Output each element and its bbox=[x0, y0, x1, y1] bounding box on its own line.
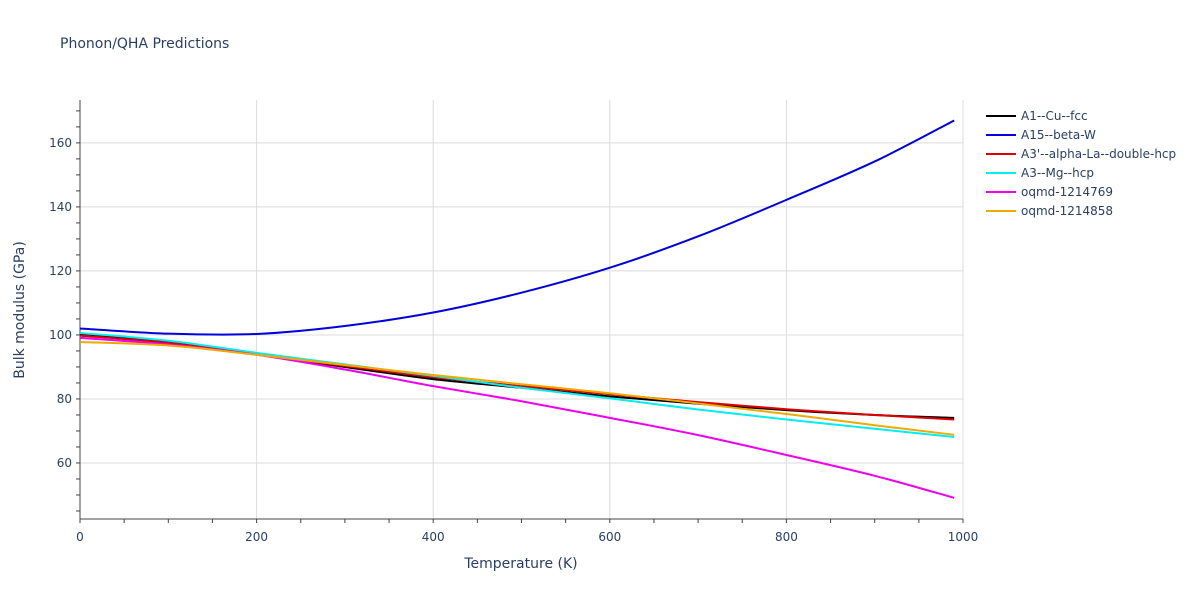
legend-line-icon bbox=[986, 190, 1016, 193]
x-tick-label: 400 bbox=[422, 530, 445, 544]
legend-line-icon bbox=[986, 114, 1016, 117]
legend-label: oqmd-1214858 bbox=[1021, 203, 1114, 218]
legend-item[interactable]: A3'--alpha-La--double-hcp bbox=[986, 144, 1176, 163]
y-tick-label: 160 bbox=[49, 136, 72, 150]
x-tick-label: 200 bbox=[245, 530, 268, 544]
legend-label: A15--beta-W bbox=[1021, 127, 1096, 142]
series-line-a3-mg-hcp[interactable] bbox=[79, 332, 955, 439]
legend-label: A3'--alpha-La--double-hcp bbox=[1021, 146, 1177, 161]
gridlines bbox=[80, 100, 964, 519]
legend-item[interactable]: A3--Mg--hcp bbox=[986, 163, 1176, 182]
legend-item[interactable]: oqmd-1214858 bbox=[986, 201, 1176, 220]
series-lines bbox=[79, 119, 955, 499]
y-tick-label: 100 bbox=[49, 328, 72, 342]
legend-item[interactable]: A1--Cu--fcc bbox=[986, 106, 1176, 125]
legend: A1--Cu--fcc A15--beta-W A3'--alpha-La--dou… bbox=[986, 106, 1176, 220]
legend-line-icon bbox=[986, 152, 1016, 155]
axes: 0 200 400 600 800 1000 60 80 100 120 140 160 bbox=[49, 100, 978, 544]
legend-label: A1--Cu--fcc bbox=[1021, 108, 1088, 123]
legend-item[interactable]: oqmd-1214769 bbox=[986, 182, 1176, 201]
y-tick-label: 80 bbox=[57, 392, 72, 406]
x-tick-label: 600 bbox=[598, 530, 621, 544]
legend-line-icon bbox=[986, 209, 1016, 212]
x-tick-label: 800 bbox=[775, 530, 798, 544]
y-tick-label: 140 bbox=[49, 200, 72, 214]
series-line-a15-beta-w[interactable] bbox=[79, 119, 955, 336]
legend-line-icon bbox=[986, 171, 1016, 174]
y-axis-title: Bulk modulus (GPa) bbox=[12, 241, 28, 379]
legend-item[interactable]: A15--beta-W bbox=[986, 125, 1176, 144]
x-tick-label: 0 bbox=[76, 530, 84, 544]
legend-label: oqmd-1214769 bbox=[1021, 184, 1114, 199]
legend-label: A3--Mg--hcp bbox=[1021, 165, 1094, 180]
chart-title: Phonon/QHA Predictions bbox=[60, 36, 230, 52]
series-line-oqmd-1214858[interactable] bbox=[79, 340, 955, 436]
x-tick-label: 1000 bbox=[948, 530, 979, 544]
x-axis-title: Temperature (K) bbox=[463, 556, 577, 572]
y-tick-label: 120 bbox=[49, 264, 72, 278]
legend-line-icon bbox=[986, 133, 1016, 136]
y-tick-label: 60 bbox=[57, 456, 72, 470]
